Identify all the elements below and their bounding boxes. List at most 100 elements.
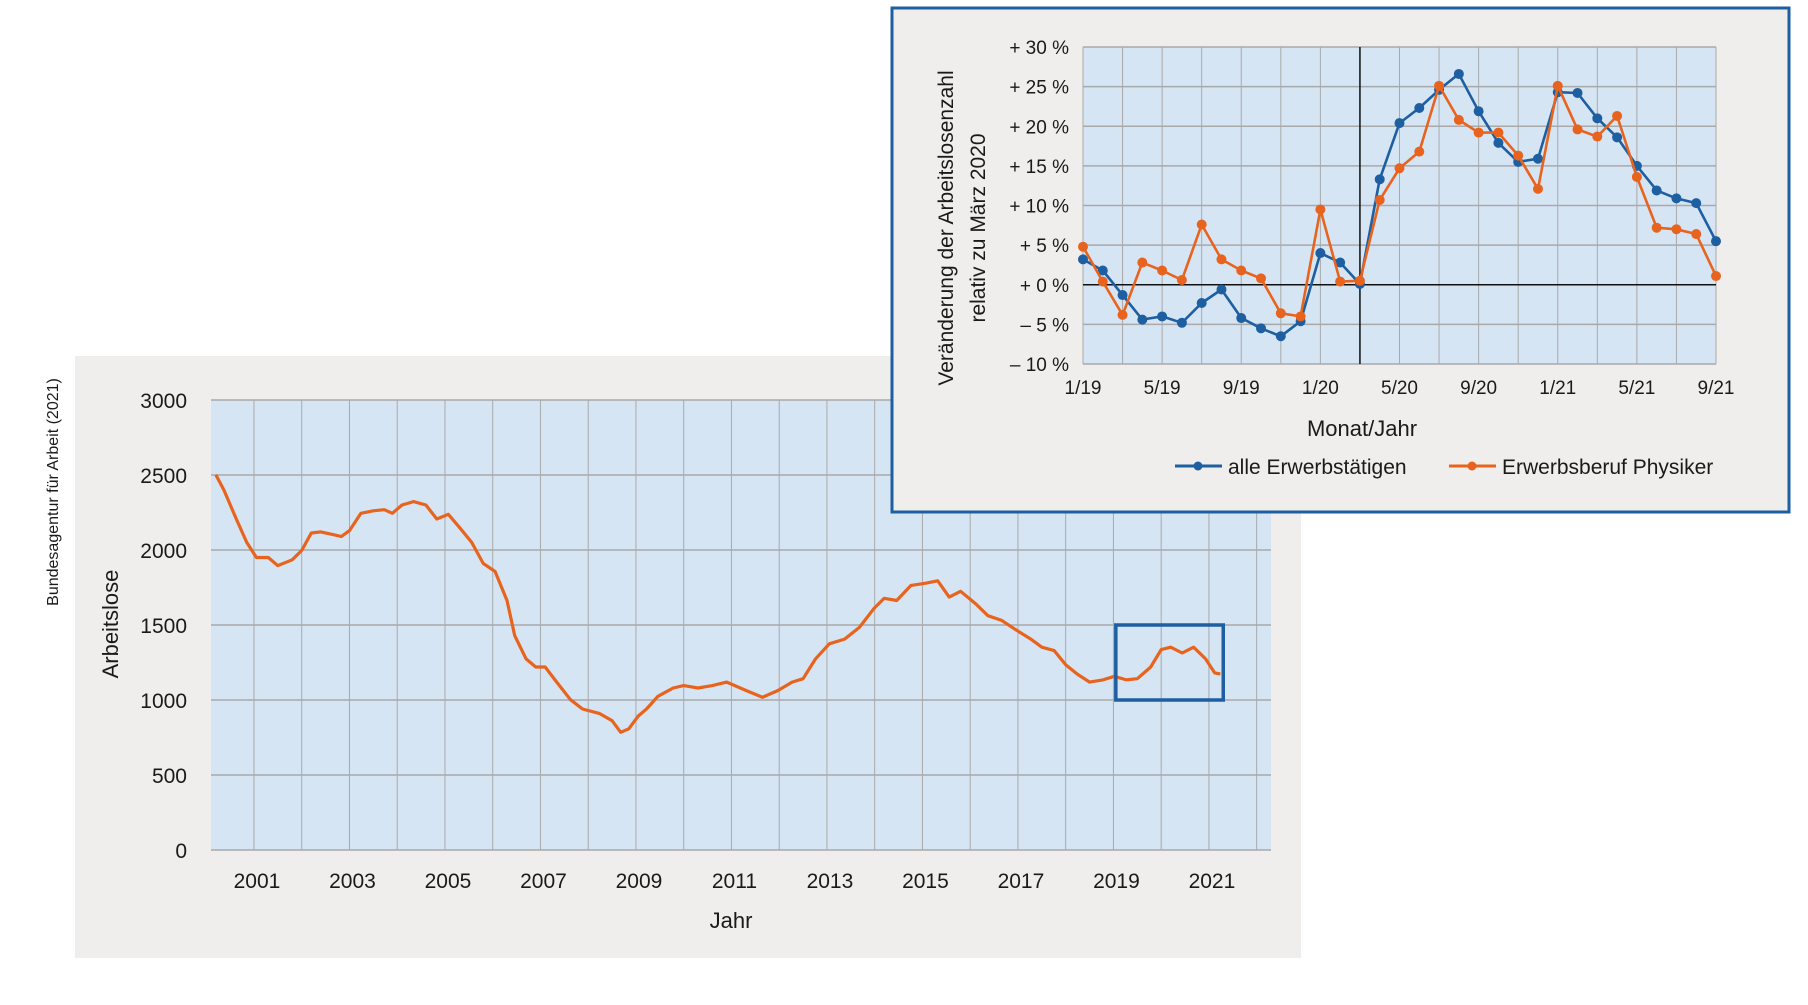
x-tick-label: 1/19 [1065, 378, 1102, 399]
data-point [1434, 80, 1445, 91]
data-point [1315, 248, 1326, 259]
main-x-tick-labels: 2001 2003 2005 2007 2009 2011 2013 2015 2017 2019… [234, 870, 1236, 893]
data-point [1671, 224, 1682, 235]
legend-marker-blue [1193, 461, 1203, 471]
y-tick-label: 1500 [140, 615, 187, 638]
data-point [1572, 124, 1583, 135]
y-tick-label: – 5 % [1020, 315, 1069, 336]
legend: alle Erwerbstätigen Erwerbsberuf Physike… [1175, 456, 1713, 479]
data-point [1612, 132, 1623, 143]
y-tick-label: 3000 [140, 390, 187, 413]
data-point [1691, 229, 1702, 240]
data-point [1691, 198, 1702, 209]
data-point [1176, 317, 1187, 328]
data-point [1097, 265, 1108, 276]
x-tick-label: 5/21 [1618, 378, 1655, 399]
data-point [1711, 271, 1721, 282]
y-tick-label: – 10 % [1010, 355, 1069, 376]
inset-x-axis-label: Monat/Jahr [1307, 416, 1417, 441]
x-tick-label: 2005 [425, 870, 472, 893]
legend-label: alle Erwerbstätigen [1228, 456, 1407, 479]
x-tick-label: 9/20 [1460, 378, 1497, 399]
inset-y-axis-label-line1: Veränderung der Arbeitslosenzahl [935, 70, 958, 385]
x-tick-label: 2021 [1189, 870, 1236, 893]
inset-series [1078, 68, 1721, 342]
data-point [1374, 174, 1385, 185]
x-tick-label: 2011 [712, 870, 757, 893]
x-tick-label: 5/19 [1144, 378, 1181, 399]
data-point [1335, 276, 1346, 287]
x-tick-label: 2019 [1093, 870, 1140, 893]
x-tick-label: 5/20 [1381, 378, 1418, 399]
data-point [1117, 290, 1128, 301]
data-point [1275, 331, 1286, 342]
data-point [1335, 257, 1346, 268]
y-tick-label: + 30 % [1009, 38, 1069, 59]
data-point [1414, 146, 1425, 157]
data-point [1256, 273, 1267, 284]
data-point [1612, 110, 1623, 121]
data-point [1196, 297, 1207, 308]
data-point [1592, 131, 1603, 142]
inset-y-tick-labels: – 10 % – 5 % + 0 % + 5 % + 10 % + 15 % + 20 % +… [1009, 38, 1069, 376]
y-tick-label: + 10 % [1009, 197, 1069, 218]
y-tick-label: 1000 [140, 690, 187, 713]
main-y-axis-label: Arbeitslose [98, 570, 123, 679]
x-tick-label: 2017 [998, 870, 1045, 893]
data-point [1196, 219, 1207, 230]
data-point [1374, 194, 1385, 205]
data-point [1078, 254, 1088, 265]
x-tick-label: 2001 [234, 870, 281, 893]
data-point [1651, 185, 1662, 196]
data-point [1256, 323, 1267, 334]
inset-y-axis-label-line2: relativ zu März 2020 [967, 133, 990, 322]
data-point [1216, 254, 1227, 265]
main-gridlines [211, 399, 1271, 851]
y-tick-label: + 5 % [1020, 236, 1069, 257]
x-tick-label: 2007 [520, 870, 567, 893]
x-tick-label: 2003 [329, 870, 376, 893]
data-point [1176, 274, 1187, 285]
y-tick-label: 2000 [140, 540, 187, 563]
legend-item-alle-erwerbstaetigen: alle Erwerbstätigen [1175, 456, 1407, 479]
data-point [1532, 183, 1543, 194]
data-point [1453, 68, 1464, 79]
data-point [1157, 265, 1168, 276]
y-tick-label: 500 [152, 765, 187, 788]
data-point [1236, 265, 1247, 276]
data-point [1275, 308, 1286, 319]
y-tick-label: + 25 % [1009, 78, 1069, 99]
data-point [1473, 106, 1484, 117]
data-point [1414, 103, 1425, 114]
inset-chart: – 10 % – 5 % + 0 % + 5 % + 10 % + 15 % + 20 % +… [890, 6, 1791, 514]
main-x-axis-label: Jahr [710, 908, 753, 933]
y-tick-label: 0 [175, 840, 187, 863]
data-point [1137, 257, 1148, 268]
data-point [1572, 87, 1583, 98]
x-tick-label: 2015 [902, 870, 949, 893]
x-tick-label: 9/21 [1698, 378, 1735, 399]
main-series [214, 473, 1226, 734]
data-point [1394, 163, 1405, 174]
x-tick-label: 2013 [807, 870, 854, 893]
data-point [1137, 314, 1148, 325]
legend-marker-orange [1467, 461, 1477, 471]
inset-x-tick-labels: 1/19 5/19 9/19 1/20 5/20 9/20 1/21 5/21 9/21 [1065, 378, 1735, 399]
data-point [1651, 222, 1662, 233]
data-point [1631, 171, 1642, 182]
data-point [1295, 311, 1306, 322]
data-point [1453, 114, 1464, 125]
data-point [1552, 80, 1563, 91]
legend-item-physiker: Erwerbsberuf Physiker [1449, 456, 1713, 479]
data-point [1394, 118, 1405, 129]
main-y-tick-labels: 0 500 1000 1500 2000 2500 3000 [140, 390, 187, 863]
data-point [1236, 313, 1247, 324]
y-tick-label: + 20 % [1009, 117, 1069, 138]
data-point [1592, 113, 1603, 124]
legend-label: Erwerbsberuf Physiker [1502, 456, 1713, 479]
data-point [1354, 275, 1365, 286]
data-point [1493, 137, 1504, 148]
data-point [1315, 204, 1326, 215]
data-point [1532, 153, 1543, 164]
x-tick-label: 9/19 [1223, 378, 1260, 399]
